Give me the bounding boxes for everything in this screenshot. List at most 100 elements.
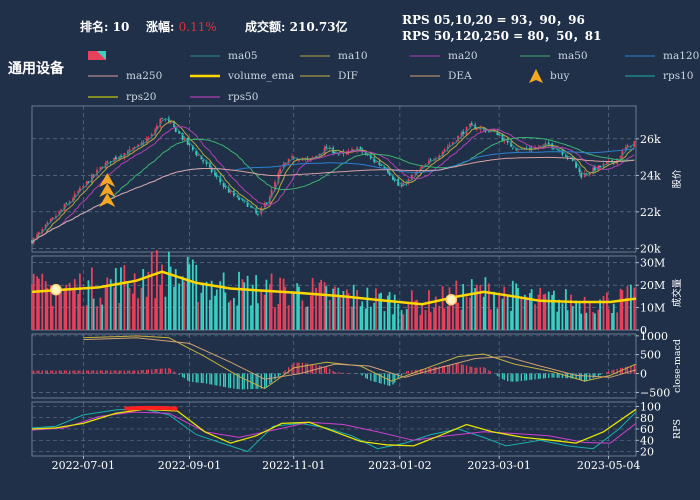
volume-bar <box>393 294 396 330</box>
candle-body <box>183 137 186 140</box>
candle-body <box>298 160 300 162</box>
candle-body <box>470 123 473 125</box>
volume-bar <box>611 312 613 330</box>
ylabel-macd: close-macd <box>672 339 683 393</box>
candle-body <box>626 144 629 148</box>
volume-bar <box>474 287 477 330</box>
volume-bar <box>585 312 588 330</box>
volume-bar <box>169 266 172 330</box>
volume-bar <box>525 296 528 330</box>
volume-bar <box>606 292 608 330</box>
volume-bar <box>183 281 186 330</box>
candle-body <box>79 187 81 192</box>
volume-bar <box>386 295 389 330</box>
candle-body <box>594 166 596 171</box>
candle-body <box>460 132 463 137</box>
candle-body <box>238 197 240 200</box>
volume-bar <box>291 291 293 330</box>
volume-bar <box>375 288 377 330</box>
volume-bar <box>284 286 287 330</box>
ytick-label-volume: 0 <box>640 324 647 337</box>
candle-body <box>46 222 49 225</box>
volume-bar <box>87 280 90 330</box>
candle-body <box>246 201 249 207</box>
volume-bar <box>484 277 487 330</box>
volume-bar <box>58 290 61 330</box>
candle-body <box>270 189 273 198</box>
volume-bar <box>392 314 394 330</box>
legend-label: buy <box>550 70 570 82</box>
candle-body <box>455 140 458 142</box>
candle-body <box>529 147 531 150</box>
volume-bar <box>186 256 189 330</box>
volume-bar <box>37 278 40 330</box>
volume-bar <box>496 308 499 330</box>
volume-bar <box>65 284 68 330</box>
volume-bar <box>173 286 175 330</box>
candle-body <box>588 172 591 176</box>
candle-body <box>219 176 222 183</box>
volume-bar <box>315 287 317 330</box>
series-line-ma05 <box>31 118 635 244</box>
series-line-ma50 <box>31 136 635 244</box>
series-line-rps50 <box>31 411 637 444</box>
candle-body <box>359 146 362 149</box>
volume-bar <box>224 292 227 330</box>
candle-body <box>263 203 266 208</box>
candle-body <box>564 155 567 157</box>
volume-bar <box>92 298 95 330</box>
volume-bar <box>332 288 335 330</box>
candle-body <box>633 141 636 147</box>
volume-bar <box>342 291 345 330</box>
candle-body <box>400 185 403 186</box>
rank-label: 排名: <box>80 20 109 34</box>
candle-body <box>291 156 293 159</box>
volume-bar <box>188 264 191 330</box>
volume-bar <box>511 280 514 330</box>
volume-bar <box>588 302 591 330</box>
volume-bar <box>159 284 162 330</box>
volume-bar <box>369 306 372 330</box>
volume-bar <box>147 271 150 330</box>
volume-bar <box>626 286 629 330</box>
candle-body <box>113 157 116 162</box>
volume-bar <box>583 296 586 330</box>
candle-body <box>542 144 545 146</box>
volume-bar <box>202 282 205 330</box>
volume-bar <box>164 296 167 330</box>
volume-bar <box>99 297 102 330</box>
volume-bar <box>328 300 331 330</box>
candle-body <box>462 131 465 135</box>
series-line-rps20 <box>31 408 637 447</box>
candle-body <box>87 181 90 183</box>
candle-body <box>552 148 555 150</box>
candle-body <box>511 147 514 149</box>
volume-bar <box>378 293 381 330</box>
volume-bar <box>624 297 627 330</box>
candle-body <box>37 232 40 235</box>
legend-label: ma20 <box>448 50 478 62</box>
volume-bar <box>191 259 194 330</box>
candle-body <box>361 149 364 153</box>
volume-bar <box>428 290 430 330</box>
candle-body <box>537 147 540 148</box>
volume-bar <box>575 300 578 330</box>
candle-body <box>446 146 449 150</box>
legend-candle-up <box>88 51 106 60</box>
volume-bar <box>457 302 459 330</box>
series-line-ma20 <box>31 126 635 244</box>
volume-bar <box>68 282 71 330</box>
volume-bar <box>619 288 622 330</box>
volume-bar <box>214 295 216 330</box>
candle-body <box>265 202 268 204</box>
volume-bar <box>556 311 559 330</box>
volume-bar <box>570 294 572 330</box>
volume-bar <box>561 303 564 330</box>
ytick-label-macd: 0 <box>640 368 647 381</box>
candle-body <box>306 157 309 160</box>
candle-body <box>77 191 80 194</box>
candle-body <box>60 209 62 211</box>
candle-body <box>169 122 172 124</box>
candle-body <box>448 144 451 146</box>
